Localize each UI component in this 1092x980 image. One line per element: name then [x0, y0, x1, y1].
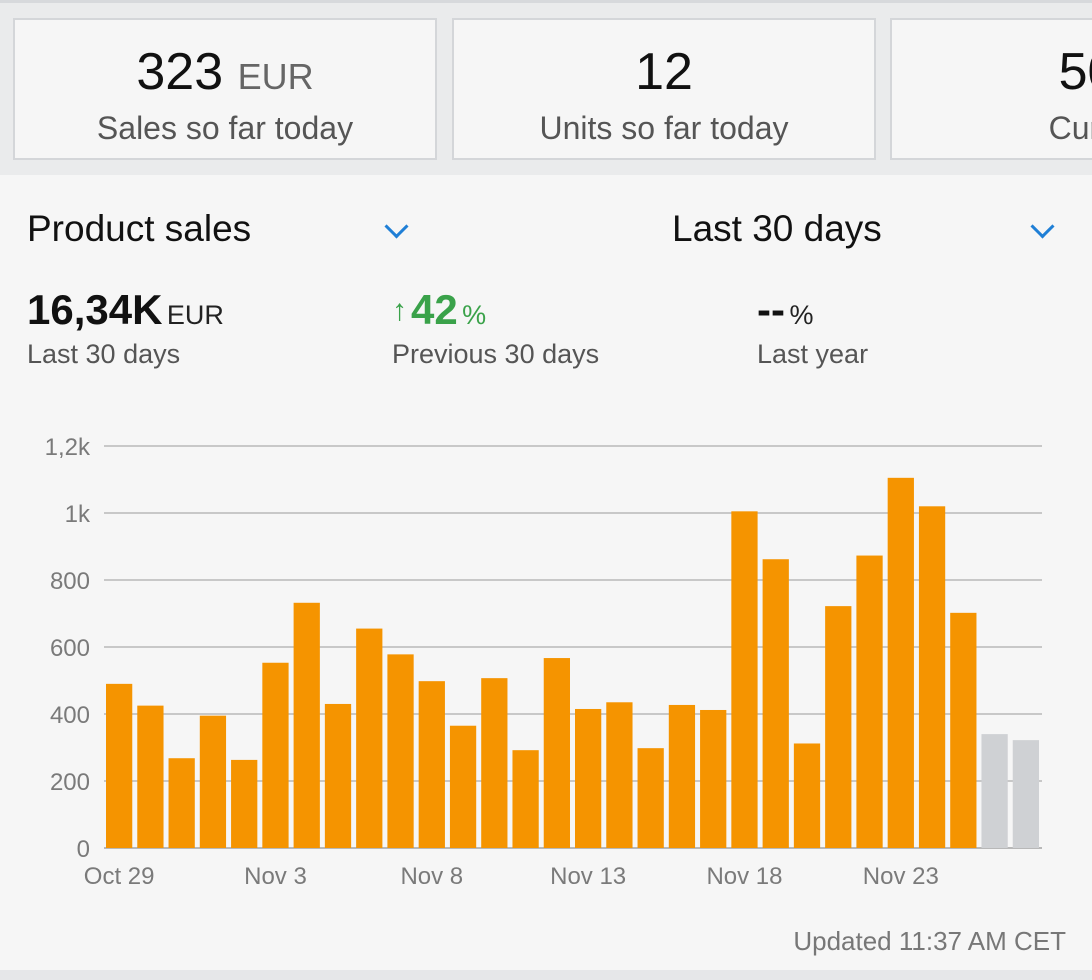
x-tick-label: Nov 18	[706, 863, 782, 890]
x-tick-label: Nov 3	[244, 863, 307, 890]
metric-total-value: 16,34K	[27, 286, 163, 333]
y-tick-label: 200	[50, 769, 90, 796]
bar-nov-11[interactable]	[512, 750, 539, 848]
x-tick-label: Oct 29	[84, 863, 155, 890]
range-dropdown[interactable]: Last 30 days	[672, 207, 882, 251]
kpi-value-line: 323 EUR	[15, 42, 435, 107]
x-tick-label: Nov 13	[550, 863, 626, 890]
bar-nov-2[interactable]	[231, 759, 258, 848]
top-divider	[0, 0, 1092, 3]
metric-last-year-value: --	[757, 286, 785, 333]
kpi-unit: EUR	[237, 56, 314, 97]
bar-nov-9[interactable]	[449, 725, 477, 848]
bar-nov-8[interactable]	[418, 681, 445, 848]
bar-nov-27[interactable]	[1012, 740, 1039, 848]
kpi-card-current[interactable]: 507 Current	[890, 18, 1092, 160]
y-tick-label: 0	[77, 836, 90, 863]
metric-total-unit: EUR	[166, 300, 224, 330]
metric-dropdown-label: Product sales	[27, 208, 252, 249]
bar-nov-1[interactable]	[199, 715, 227, 848]
bar-nov-16[interactable]	[668, 704, 696, 848]
metric-dropdown[interactable]: Product sales	[27, 207, 251, 251]
y-tick-label: 1,2k	[45, 434, 91, 461]
bar-nov-20[interactable]	[793, 743, 821, 848]
bar-nov-6[interactable]	[356, 628, 383, 848]
arrow-up-icon: ↑	[392, 294, 407, 327]
bottom-divider	[0, 970, 1092, 980]
bar-nov-25[interactable]	[950, 612, 977, 848]
metric-last-year-unit: %	[789, 300, 814, 330]
product-sales-bar-chart[interactable]: 0 200 400 600 800 1k 1,2k Oct 29 Nov 3 Nov 8 Nov 1…	[0, 175, 1092, 970]
bar-nov-21[interactable]	[825, 606, 852, 848]
metric-previous-value: 42	[411, 286, 458, 333]
metric-last-year-label: Last year	[757, 339, 869, 369]
bar-nov-13[interactable]	[575, 708, 602, 848]
bar-oct-31[interactable]	[168, 758, 195, 848]
kpi-value-line: 12	[454, 42, 874, 102]
metric-previous: ↑42 % Previous 30 days	[392, 285, 599, 371]
kpi-card-sales-today[interactable]: 323 EUR Sales so far today	[13, 18, 437, 160]
y-tick-label: 600	[50, 635, 90, 662]
y-tick-label: 800	[50, 568, 90, 595]
bar-oct-29[interactable]	[106, 683, 133, 848]
bar-nov-19[interactable]	[762, 559, 789, 848]
bar-nov-14[interactable]	[606, 702, 633, 848]
kpi-value: 12	[635, 43, 693, 101]
updated-timestamp: Updated 11:37 AM CET	[793, 926, 1066, 956]
sales-chart-panel: Product sales Last 30 days 16,34K EUR La…	[0, 175, 1092, 970]
bar-nov-17[interactable]	[700, 709, 727, 848]
metric-previous-label: Previous 30 days	[392, 339, 600, 369]
kpi-card-units-today[interactable]: 12 Units so far today	[452, 18, 876, 160]
metric-total: 16,34K EUR Last 30 days	[27, 285, 224, 371]
bar-nov-12[interactable]	[543, 658, 570, 848]
bar-nov-22[interactable]	[856, 555, 883, 848]
bar-nov-10[interactable]	[481, 678, 508, 848]
y-tick-label: 1k	[65, 501, 91, 528]
range-dropdown-label: Last 30 days	[672, 208, 882, 249]
bar-nov-26[interactable]	[981, 734, 1008, 848]
bar-nov-23[interactable]	[887, 477, 914, 848]
metric-previous-unit: %	[462, 300, 487, 330]
bar-nov-4[interactable]	[293, 602, 320, 848]
bar-nov-24[interactable]	[918, 506, 946, 848]
metric-total-label: Last 30 days	[27, 339, 181, 369]
kpi-label: Units so far today	[539, 110, 789, 146]
bar-nov-3[interactable]	[262, 662, 289, 848]
kpi-value: 507	[1058, 43, 1092, 101]
kpi-label: Current	[1048, 110, 1092, 146]
kpi-value-line: 507	[892, 42, 1092, 102]
x-tick-label: Nov 8	[400, 863, 463, 890]
bar-nov-7[interactable]	[387, 654, 414, 848]
metric-last-year: -- % Last year	[757, 285, 868, 371]
kpi-label: Sales so far today	[96, 110, 354, 146]
bar-nov-15[interactable]	[637, 748, 664, 848]
bar-nov-5[interactable]	[324, 703, 352, 848]
bar-oct-30[interactable]	[137, 705, 164, 848]
bar-nov-18[interactable]	[731, 511, 758, 848]
y-tick-label: 400	[50, 702, 90, 729]
kpi-cards-strip[interactable]: 323 EUR Sales so far today 12 Units so f…	[0, 3, 1092, 175]
kpi-value: 323	[136, 43, 224, 101]
x-tick-label: Nov 23	[863, 863, 939, 890]
